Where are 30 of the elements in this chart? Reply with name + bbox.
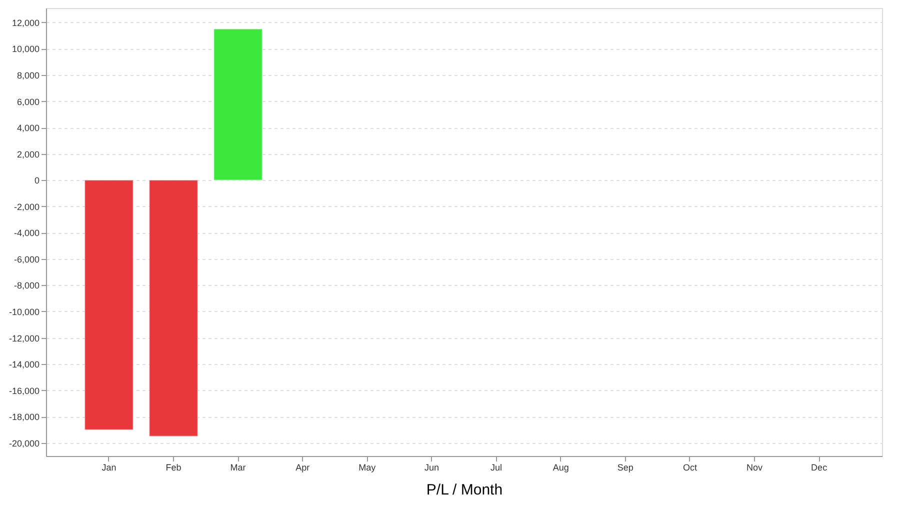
y-tick-label: -6,000 [14,254,40,264]
y-tick-label: -2,000 [14,202,40,212]
x-tick-label: Dec [811,462,828,472]
y-tick-label: 0 [34,176,40,186]
x-tick-label: Aug [552,462,569,472]
y-tick-label: 12,000 [12,18,40,28]
x-tick-label: Apr [296,462,310,472]
x-tick-label: Sep [617,462,634,472]
y-tick-label: -16,000 [8,386,40,396]
x-tick-label: Mar [230,462,246,472]
x-tick-label: Jul [490,462,502,472]
x-tick-label: Jun [424,462,439,472]
x-axis-title: P/L / Month [426,482,503,498]
y-tick-label: -10,000 [8,306,40,317]
y-tick-label: -4,000 [14,228,40,238]
y-tick-label: -20,000 [8,438,40,448]
x-tick-label: Jan [102,462,116,472]
y-tick-label: 6,000 [16,96,40,107]
y-tick-label: 8,000 [16,70,40,81]
y-tick-label: -18,000 [8,412,40,422]
y-tick-label: 4,000 [16,123,40,134]
y-tick-label: 2,000 [16,149,40,160]
y-tick-label: -8,000 [14,280,40,291]
y-tick-label: -14,000 [8,360,40,370]
x-tick-label: May [358,462,376,472]
x-tick-label: Nov [746,462,763,472]
x-tick-label: Oct [682,462,698,472]
y-tick-label: -12,000 [8,333,40,344]
x-tick-label: Feb [166,462,182,472]
y-tick-label: 10,000 [12,44,40,54]
